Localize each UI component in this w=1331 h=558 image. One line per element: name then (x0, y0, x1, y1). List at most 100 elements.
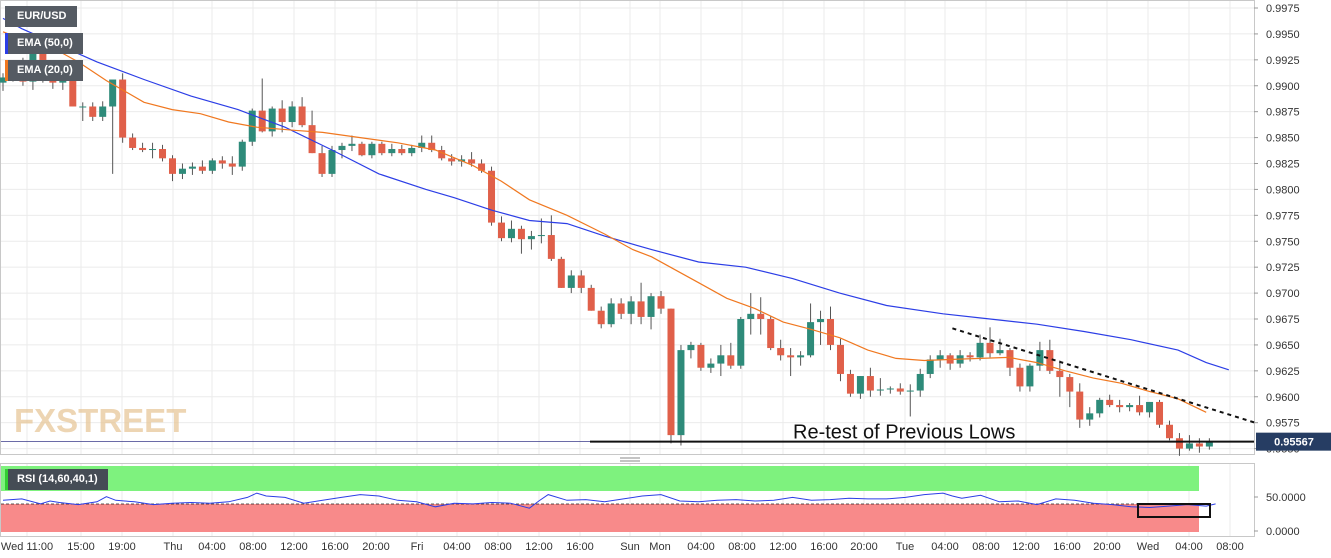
candle-body (1165, 424, 1173, 439)
x-tick-label: 12:00 (1012, 541, 1040, 553)
y-tick-label: 0.9850 (1266, 133, 1300, 145)
x-tick-label: 20:00 (850, 541, 878, 553)
candle-body (727, 355, 735, 366)
rsi-oversold-zone (1, 504, 1199, 532)
candle-body (218, 160, 226, 164)
rsi-overbought-zone (1, 466, 1199, 491)
candle-body (787, 355, 795, 358)
y-tick-label: 0.9825 (1266, 159, 1300, 171)
candle-body (418, 142, 426, 148)
candle-body (767, 319, 775, 349)
support-annotation: Re-test of Previous Lows (793, 422, 1015, 444)
rsi-tag: RSI (14,60,40,1) (5, 469, 108, 490)
x-tick-label: 16:00 (1053, 541, 1081, 553)
x-tick-label: 20:00 (1093, 541, 1121, 553)
candle-body (149, 148, 157, 151)
candle-body (737, 319, 745, 366)
candle-body (159, 148, 167, 159)
candle-body (1175, 438, 1183, 449)
candle-body (866, 376, 874, 391)
candle-body (398, 148, 406, 154)
rsi-y-tick-label: 0.0000 (1266, 526, 1300, 538)
candle-body (1066, 377, 1074, 392)
candle-body (817, 319, 825, 323)
candle-body (1096, 399, 1104, 414)
x-tick-label: Mon (649, 541, 670, 553)
candle-body (268, 108, 276, 132)
candle-body (238, 141, 246, 167)
candle-body (637, 301, 645, 317)
x-tick-label: 12:00 (769, 541, 797, 553)
y-tick-label: 0.9625 (1266, 366, 1300, 378)
candle-body (228, 163, 236, 167)
candle-body (188, 166, 196, 169)
rsi-highlight-box (1137, 503, 1211, 518)
candle-body (597, 310, 605, 325)
x-tick-label: 20:00 (362, 541, 390, 553)
candle-body (348, 143, 356, 146)
candle-body (498, 222, 505, 239)
y-tick-label: 0.9725 (1266, 262, 1300, 274)
candle-body (797, 355, 805, 358)
y-tick-label: 0.9975 (1266, 3, 1300, 15)
candle-body (358, 143, 366, 156)
candle-body (966, 355, 974, 358)
candle-body (757, 313, 765, 320)
y-tick-label: 0.9600 (1266, 392, 1300, 404)
candle-body (99, 106, 107, 117)
candle-body (1195, 443, 1203, 447)
ema50-tag: EMA (50,0) (5, 33, 83, 54)
candle-body (308, 125, 316, 154)
candle-body (687, 344, 695, 351)
candle-body (906, 390, 914, 392)
x-tick-label: 12:00 (525, 541, 553, 553)
candle-body (996, 350, 1004, 354)
candle-body (936, 355, 944, 360)
x-tick-label: 08:00 (728, 541, 756, 553)
candle-body (657, 296, 665, 309)
y-tick-label: 0.9575 (1266, 418, 1300, 430)
candle-body (408, 147, 416, 154)
candle-body (846, 373, 854, 394)
candle-body (926, 359, 934, 374)
y-tick-label: 0.9675 (1266, 314, 1300, 326)
x-tick-label: 08:00 (1216, 541, 1244, 553)
candle-body (448, 158, 456, 162)
candle-body (886, 388, 894, 390)
candle-body (916, 373, 924, 391)
brand-watermark: FXSTREET (14, 402, 186, 439)
candle-body (1006, 350, 1014, 368)
x-tick-label: 16:00 (321, 541, 349, 553)
ema20-tag: EMA (20,0) (5, 60, 83, 81)
x-tick-label: Wed 11:00 (1, 541, 53, 553)
candle-body (1116, 405, 1124, 408)
candle-body (836, 344, 844, 374)
candle-body (697, 344, 705, 368)
candle-body (707, 363, 715, 368)
candle-body (1185, 443, 1193, 449)
candle-body (1126, 405, 1134, 408)
candle-body (587, 287, 595, 311)
candle-body (208, 160, 216, 171)
x-tick-label: 08:00 (972, 541, 1000, 553)
candle-body (378, 143, 386, 154)
candle-body (328, 150, 336, 174)
candle-body (1136, 405, 1144, 413)
candle-body (168, 158, 176, 174)
rsi-line (2, 492, 1216, 509)
candle-body (438, 150, 446, 159)
last-price-label: 0.95567 (1274, 437, 1314, 449)
x-tick-label: Wed (1137, 541, 1159, 553)
candle-body (777, 348, 785, 356)
rsi-y-tick-label: 50.0000 (1266, 492, 1306, 504)
candle-body (717, 355, 725, 364)
candle-body (0, 77, 7, 83)
x-tick-label: Thu (164, 541, 183, 553)
ema20-line (2, 31, 1207, 413)
x-tick-label: 12:00 (280, 541, 308, 553)
candle-body (547, 235, 555, 259)
candle-body (1205, 441, 1213, 447)
x-tick-label: Sun (620, 541, 640, 553)
candle-body (807, 322, 815, 356)
